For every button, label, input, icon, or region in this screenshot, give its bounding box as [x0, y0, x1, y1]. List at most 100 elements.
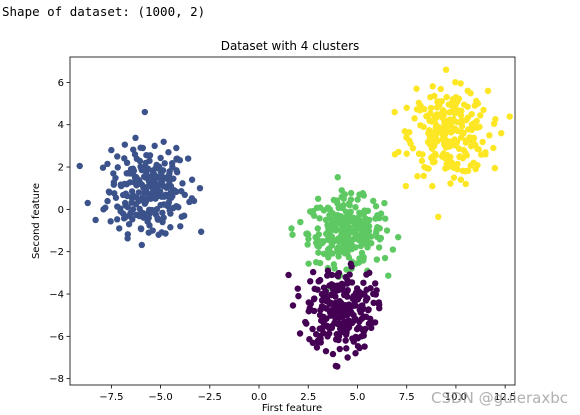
scatter-point-series-0 — [122, 213, 130, 220]
scatter-point-series-1 — [385, 272, 392, 279]
scatter-point-series-0 — [158, 193, 165, 200]
scatter-point-series-0 — [114, 153, 121, 160]
scatter-point-series-3 — [358, 302, 365, 310]
scatter-point-series-3 — [309, 268, 317, 276]
scatter-point-series-0 — [76, 162, 83, 170]
scatter-point-series-0 — [167, 182, 175, 190]
scatter-point-series-1 — [381, 199, 388, 207]
chart-title: Dataset with 4 clusters — [221, 39, 360, 53]
scatter-point-series-0 — [143, 151, 150, 159]
scatter-point-series-2 — [443, 118, 451, 125]
scatter-point-series-2 — [457, 112, 465, 119]
scatter-point-series-0 — [157, 175, 164, 183]
scatter-point-series-0 — [159, 209, 166, 216]
scatter-point-series-0 — [133, 155, 141, 163]
data-points — [76, 66, 513, 370]
scatter-point-series-2 — [440, 150, 447, 157]
scatter-point-series-2 — [447, 180, 454, 187]
scatter-point-series-3 — [340, 325, 347, 332]
scatter-point-series-3 — [342, 337, 349, 344]
scatter-point-series-0 — [124, 192, 131, 200]
scatter-point-series-1 — [330, 216, 337, 224]
scatter-point-series-1 — [343, 237, 351, 244]
scatter-point-series-3 — [340, 291, 348, 299]
scatter-point-series-0 — [161, 160, 168, 167]
scatter-point-series-2 — [467, 137, 474, 144]
scatter-point-series-1 — [372, 203, 380, 210]
scatter-point-series-0 — [165, 149, 172, 156]
scatter-point-series-3 — [307, 278, 314, 285]
scatter-point-series-3 — [341, 301, 349, 309]
scatter-point-series-0 — [105, 188, 113, 195]
scatter-point-series-1 — [341, 248, 348, 255]
scatter-point-series-3 — [363, 271, 370, 278]
scatter-point-series-0 — [167, 224, 174, 231]
scatter-point-series-1 — [340, 202, 347, 209]
scatter-point-series-0 — [116, 225, 123, 232]
scatter-point-series-1 — [354, 196, 361, 203]
scatter-point-series-1 — [288, 225, 295, 232]
scatter-point-series-2 — [445, 101, 453, 108]
scatter-point-series-2 — [498, 129, 505, 137]
scatter-point-series-1 — [359, 224, 366, 231]
scatter-point-series-2 — [452, 78, 459, 86]
scatter-point-series-2 — [439, 131, 447, 138]
scatter-point-series-1 — [394, 233, 402, 241]
scatter-point-series-0 — [165, 194, 173, 201]
scatter-point-series-1 — [330, 238, 337, 245]
scatter-point-series-1 — [322, 216, 330, 224]
x-axis-ticks: −7.5 −5.0 −2.5 0.0 2.5 5.0 7.5 10.0 12.5 — [99, 385, 516, 403]
scatter-point-series-1 — [303, 230, 310, 238]
scatter-point-series-3 — [354, 342, 362, 350]
scatter-point-series-0 — [160, 183, 168, 190]
scatter-point-series-0 — [196, 185, 204, 192]
scatter-point-series-0 — [113, 216, 121, 223]
scatter-point-series-3 — [343, 345, 350, 352]
scatter-point-series-2 — [428, 131, 435, 138]
scatter-point-series-3 — [325, 324, 333, 332]
scatter-point-series-2 — [455, 145, 463, 153]
scatter-point-series-3 — [358, 315, 366, 322]
scatter-point-series-2 — [440, 111, 448, 118]
scatter-point-series-1 — [331, 265, 338, 272]
scatter-point-series-2 — [402, 182, 410, 190]
scatter-point-series-2 — [415, 99, 423, 107]
scatter-point-series-2 — [420, 123, 427, 131]
scatter-point-series-1 — [343, 266, 350, 273]
scatter-point-series-0 — [146, 157, 153, 165]
scatter-point-series-3 — [350, 338, 357, 345]
x-tick-label: 5.0 — [350, 392, 366, 403]
x-tick-label: −2.5 — [198, 392, 222, 403]
scatter-point-series-0 — [92, 216, 99, 224]
scatter-point-series-3 — [322, 297, 330, 305]
output-shape-text: Shape of dataset: (1000, 2) — [2, 4, 206, 19]
scatter-point-series-1 — [364, 207, 372, 215]
scatter-point-series-2 — [413, 106, 421, 113]
scatter-point-series-2 — [460, 101, 468, 108]
scatter-point-series-3 — [347, 260, 355, 268]
scatter-point-series-0 — [153, 206, 161, 213]
scatter-point-series-3 — [339, 313, 346, 320]
scatter-point-series-1 — [344, 242, 351, 249]
scatter-point-series-0 — [137, 144, 144, 151]
y-axis-ticks: −8 −6 −4 −2 0 2 4 6 — [49, 78, 70, 385]
scatter-point-series-0 — [130, 146, 137, 153]
scatter-point-series-0 — [160, 214, 167, 221]
y-tick-label: −4 — [49, 290, 64, 301]
scatter-point-series-3 — [316, 276, 324, 284]
scatter-point-series-1 — [347, 196, 355, 203]
scatter-point-series-3 — [346, 271, 353, 278]
scatter-point-series-0 — [138, 241, 145, 249]
scatter-point-series-3 — [372, 280, 379, 287]
scatter-point-series-0 — [151, 142, 158, 150]
scatter-point-series-2 — [480, 106, 487, 114]
scatter-point-series-2 — [454, 160, 461, 168]
scatter-point-series-1 — [314, 195, 322, 202]
scatter-point-series-2 — [415, 150, 423, 157]
scatter-point-series-2 — [467, 162, 474, 169]
scatter-point-series-2 — [442, 66, 450, 73]
scatter-point-series-3 — [352, 350, 359, 357]
scatter-point-series-3 — [332, 315, 339, 322]
scatter-point-series-2 — [434, 113, 442, 120]
scatter-point-series-0 — [177, 223, 184, 230]
